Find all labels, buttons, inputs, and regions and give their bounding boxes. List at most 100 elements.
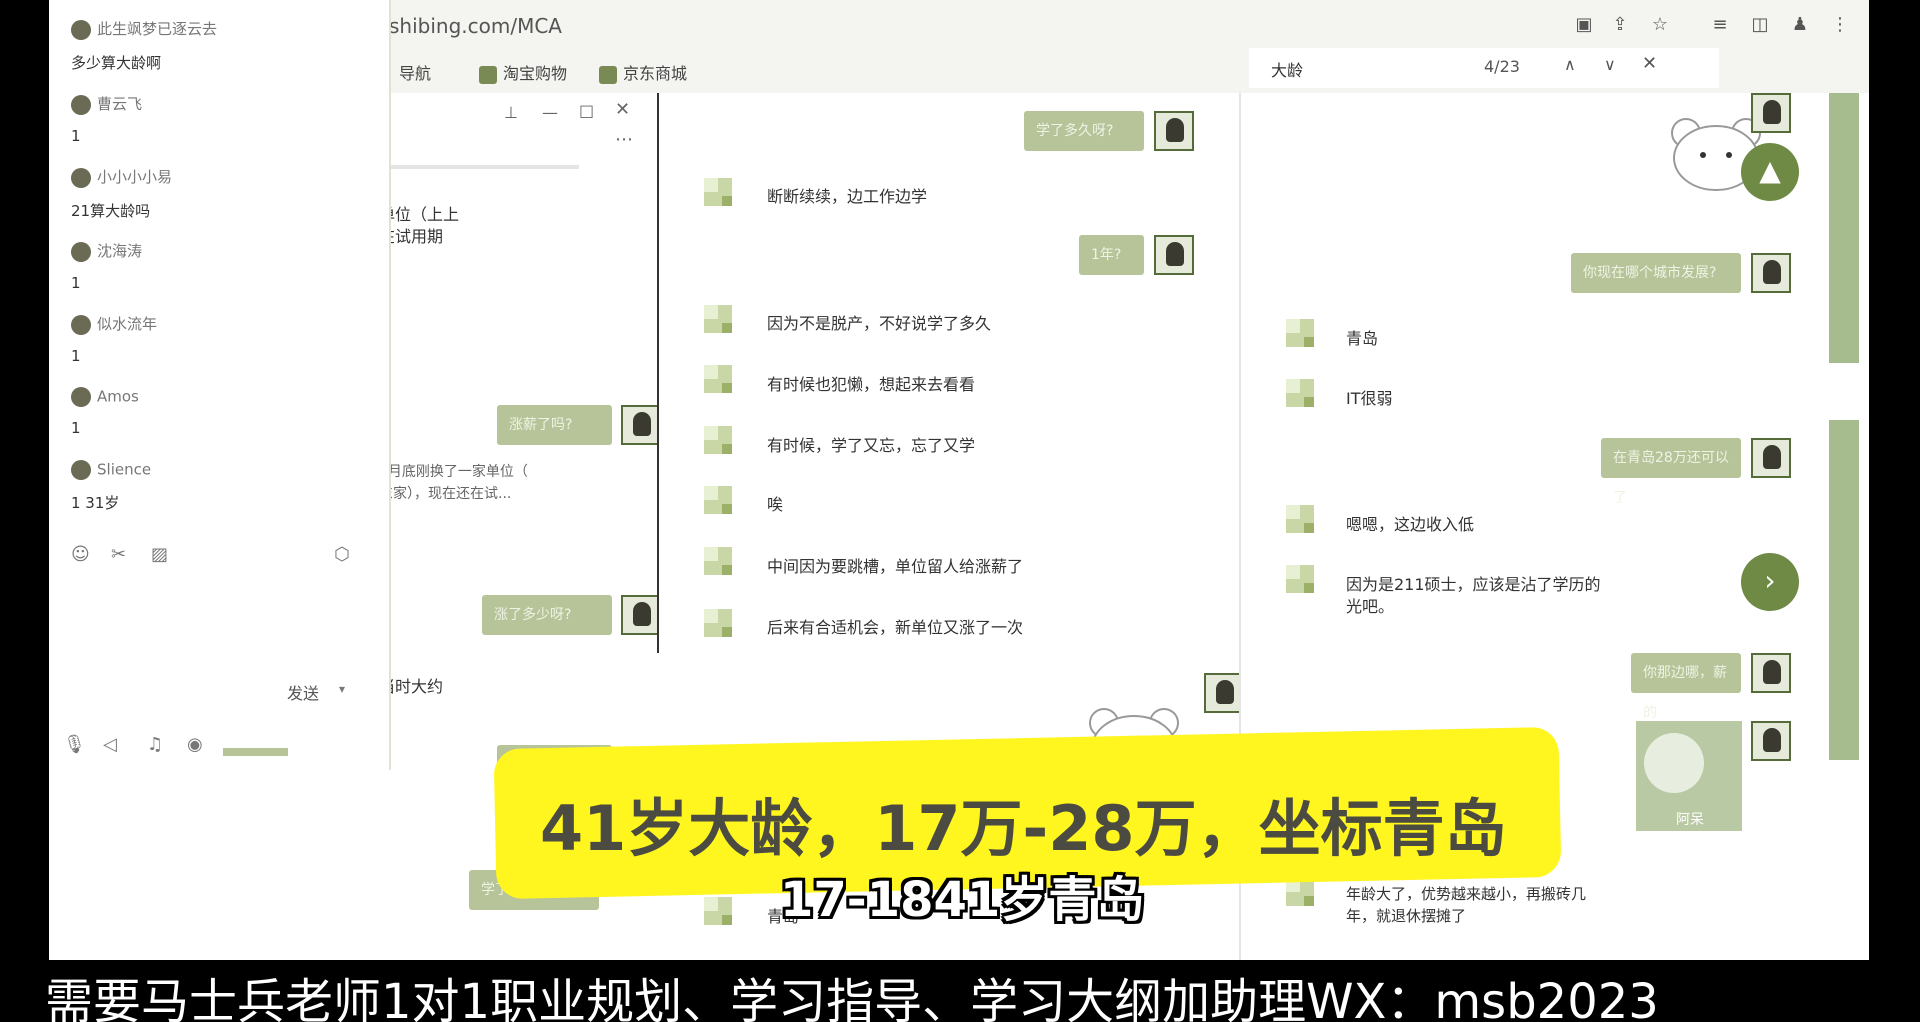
chat-message: 有时候也犯懒，想起来去看看	[767, 375, 976, 394]
contact-item[interactable]: 曹云飞 1	[71, 94, 143, 145]
chat-bubble: 涨薪了吗?	[497, 405, 612, 445]
next-button[interactable]: ›	[1741, 553, 1799, 611]
scroll-up-button[interactable]: ▲	[1741, 143, 1799, 201]
sender-avatar	[704, 897, 732, 925]
sticker-image: 阿呆	[1636, 721, 1742, 831]
user-avatar	[621, 595, 661, 635]
avatar	[71, 241, 91, 262]
chat-search-bar: 大龄 4/23 ∧ ∨ ✕	[1249, 48, 1719, 88]
list-icon[interactable]: ≡	[1712, 14, 1728, 35]
contact-item[interactable]: 此生飒梦已逐云去 多少算大龄啊	[71, 19, 218, 72]
scroll-area[interactable]	[1829, 420, 1859, 760]
left-lower-area	[49, 770, 389, 960]
avatar	[71, 387, 91, 407]
sidebar-icon[interactable]: ◫	[1751, 14, 1769, 35]
user-avatar	[1154, 111, 1194, 151]
chat-message: 唉	[767, 495, 784, 514]
chat-bubble: 在青岛28万还可以了	[1601, 438, 1741, 506]
snippet-line-1: 单位（上上	[379, 205, 460, 224]
user-avatar	[621, 405, 661, 445]
jd-icon	[599, 65, 617, 84]
speaker-icon[interactable]: ◁	[103, 734, 117, 755]
chat-bubble: 你那边哪，薪的	[1631, 653, 1741, 721]
chat-message: 断断续续，边工作边学	[767, 187, 928, 206]
menu-icon[interactable]: ⋮	[1831, 14, 1849, 35]
chat-message: 因为是211硕士，应该是沾了学历的	[1346, 575, 1601, 594]
scissors-icon[interactable]: ✂	[111, 544, 127, 565]
user-avatar	[1751, 653, 1791, 693]
sender-avatar	[704, 486, 732, 514]
chat-message: 年，就退休摆摊了	[1346, 907, 1467, 925]
snippet-line-2: 在试用期	[379, 227, 444, 246]
chat-bubble: 你现在哪个城市发展?	[1571, 253, 1741, 293]
sticker-caption: 阿呆	[1676, 812, 1704, 828]
chat-message: 年龄大了，优势越来越小，再搬砖几	[1346, 885, 1587, 903]
chat-bubble: 涨了多少呀?	[482, 595, 612, 635]
music-icon[interactable]: ♫	[147, 734, 164, 755]
send-options-icon[interactable]: ▾	[339, 682, 346, 696]
contact-item[interactable]: 沈海涛 1	[71, 241, 143, 292]
bookmark-taobao[interactable]: 淘宝购物	[479, 60, 567, 84]
chat-bubble: 学了多久呀?	[1024, 111, 1144, 151]
avatar	[71, 19, 91, 40]
user-avatar	[1751, 253, 1791, 293]
search-input[interactable]: 大龄	[1271, 61, 1304, 80]
screen: shibing.com/MCA 导航 淘宝购物 京东商城 ▣ ⇪ ☆ ≡ ◫ ♟…	[49, 0, 1869, 960]
maximize-icon[interactable]: □	[579, 101, 595, 120]
contact-item[interactable]: 小小小小易 21算大龄吗	[71, 167, 173, 220]
bookmark-jd[interactable]: 京东商城	[599, 60, 687, 84]
user-avatar	[1204, 673, 1244, 713]
chat-bubble: 1年?	[1079, 235, 1144, 275]
sender-avatar	[704, 305, 732, 333]
subtitle-text: 17-1841岁青岛	[780, 872, 1145, 928]
sender-avatar	[704, 547, 732, 575]
chat-message: 因为不是脱产，不好说学了多久	[767, 314, 992, 333]
snippet2-line-2: 东家），现在还在试...	[379, 486, 512, 502]
close-icon[interactable]: ✕	[615, 99, 631, 120]
camera-icon[interactable]: ◉	[187, 734, 203, 755]
sender-avatar	[1286, 878, 1314, 906]
contact-panel: 此生飒梦已逐云去 多少算大龄啊 曹云飞 1 小小小小易 21算大龄吗 沈海涛 1…	[49, 0, 391, 770]
search-count: 4/23	[1484, 57, 1520, 76]
search-next-icon[interactable]: ∨	[1604, 55, 1616, 74]
more-icon[interactable]: ⋯	[615, 129, 633, 150]
image-icon[interactable]: ▨	[151, 544, 169, 565]
contact-item[interactable]: Amos 1	[71, 387, 139, 437]
chat-message: IT很弱	[1346, 389, 1393, 408]
sender-avatar	[1286, 505, 1314, 533]
bookmark-nav[interactable]: 导航	[399, 64, 432, 83]
pin-icon[interactable]: ⊥	[504, 103, 518, 122]
send-button[interactable]: 发送	[287, 684, 320, 703]
snippet3: 当时大约	[379, 677, 444, 696]
sticker-face	[1644, 733, 1704, 793]
address-bar[interactable]: shibing.com/MCA	[389, 14, 562, 38]
search-close-icon[interactable]: ✕	[1642, 53, 1658, 74]
emoji-icon[interactable]: ☺	[71, 544, 90, 565]
chat-log: 学了多久呀? 断断续续，边工作边学 1年? 因为不是脱产，不好说学了多久 有时候…	[657, 93, 1259, 653]
contact-item[interactable]: Slience 1 31岁	[71, 460, 152, 512]
search-prev-icon[interactable]: ∧	[1564, 55, 1576, 74]
settings-icon[interactable]: ⬡	[334, 544, 350, 565]
minimize-icon[interactable]: —	[542, 103, 558, 122]
scroll-area[interactable]	[1829, 93, 1859, 363]
footer-caption: 需要马士兵老师1对1职业规划、学习指导、学习大纲加助理WX：msb2023	[45, 974, 1659, 1022]
chat-message: 嗯嗯，这边收入低	[1346, 515, 1475, 534]
chat-message: 中间因为要跳槽，单位留人给涨薪了	[767, 557, 1024, 576]
mic-icon[interactable]: 🎙	[63, 734, 86, 755]
share-icon[interactable]: ⇪	[1612, 14, 1628, 35]
avatar	[71, 460, 91, 480]
star-icon[interactable]: ☆	[1651, 14, 1669, 35]
taobao-icon	[479, 65, 497, 84]
reader-icon[interactable]: ▣	[1575, 14, 1593, 35]
sender-avatar	[1286, 565, 1314, 593]
user-avatar	[1751, 93, 1791, 133]
user-avatar	[1154, 235, 1194, 275]
headline-text: 41岁大龄，17万-28万，坐标青岛	[540, 792, 1507, 865]
avatar	[71, 314, 91, 335]
profile-icon[interactable]: ♟	[1791, 14, 1809, 35]
chat-message: 青岛	[1346, 329, 1379, 348]
contact-item[interactable]: 似水流年 1	[71, 314, 158, 365]
chat-message: 光吧。	[1346, 597, 1395, 616]
snippet2-line-1: 5月底刚换了一家单位（	[379, 464, 528, 480]
sender-avatar	[704, 365, 732, 393]
